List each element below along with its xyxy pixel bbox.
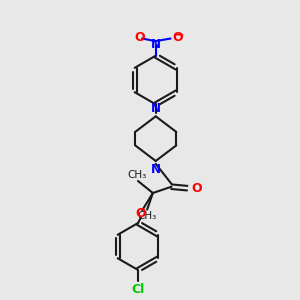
Text: N: N <box>151 163 161 176</box>
Text: O: O <box>191 182 202 195</box>
Text: N: N <box>151 38 161 51</box>
Text: Cl: Cl <box>131 283 145 296</box>
Text: O: O <box>172 31 183 44</box>
Text: O: O <box>134 31 145 44</box>
Text: O: O <box>136 207 146 220</box>
Text: N: N <box>151 102 161 115</box>
Text: CH₃: CH₃ <box>137 211 156 221</box>
Text: −: − <box>174 28 184 42</box>
Text: CH₃: CH₃ <box>128 170 147 180</box>
